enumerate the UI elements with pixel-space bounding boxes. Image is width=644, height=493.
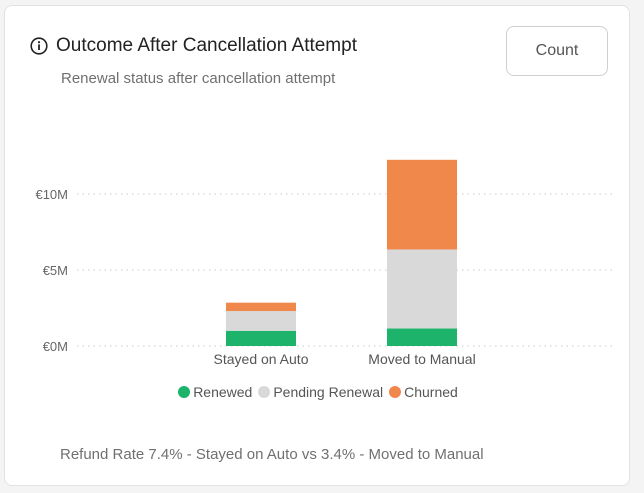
info-circle-icon[interactable] (30, 37, 48, 55)
bar-segment-renewed[interactable] (387, 328, 457, 346)
stacked-bar-chart: €0M €5M €10M Stayed on Auto Moved to Manual (35, 159, 615, 367)
chart-legend: Renewed Pending Renewal Churned (5, 384, 631, 400)
legend-label: Renewed (193, 384, 253, 400)
footer-note: Refund Rate 7.4% - Stayed on Auto vs 3.4… (60, 446, 484, 463)
legend-item[interactable]: Renewed (178, 384, 252, 400)
y-tick-label: €0M (43, 339, 68, 354)
card-subtitle: Renewal status after cancellation attemp… (61, 70, 336, 87)
bar-segment-churned[interactable] (226, 302, 296, 312)
bar-segment-pending-renewal[interactable] (226, 311, 296, 331)
y-tick-label: €5M (43, 263, 68, 278)
chart-card: Outcome After Cancellation Attempt Renew… (4, 5, 630, 486)
title-row: Outcome After Cancellation Attempt (30, 35, 357, 57)
count-button[interactable]: Count (506, 26, 608, 76)
bar-segment-pending-renewal[interactable] (387, 249, 457, 329)
legend-item[interactable]: Pending Renewal (258, 384, 383, 400)
legend-item[interactable]: Churned (389, 384, 458, 400)
bar-segment-renewed[interactable] (226, 330, 296, 346)
legend-swatch (389, 386, 402, 398)
bar-segment-churned[interactable] (387, 159, 457, 250)
x-category-label: Moved to Manual (368, 351, 475, 367)
y-tick-label: €10M (35, 187, 68, 202)
legend-label: Churned (404, 384, 458, 400)
legend-swatch (258, 386, 271, 398)
x-category-label: Stayed on Auto (214, 351, 309, 367)
legend-swatch (178, 386, 191, 398)
card-title: Outcome After Cancellation Attempt (56, 35, 357, 56)
legend-label: Pending Renewal (273, 384, 384, 400)
